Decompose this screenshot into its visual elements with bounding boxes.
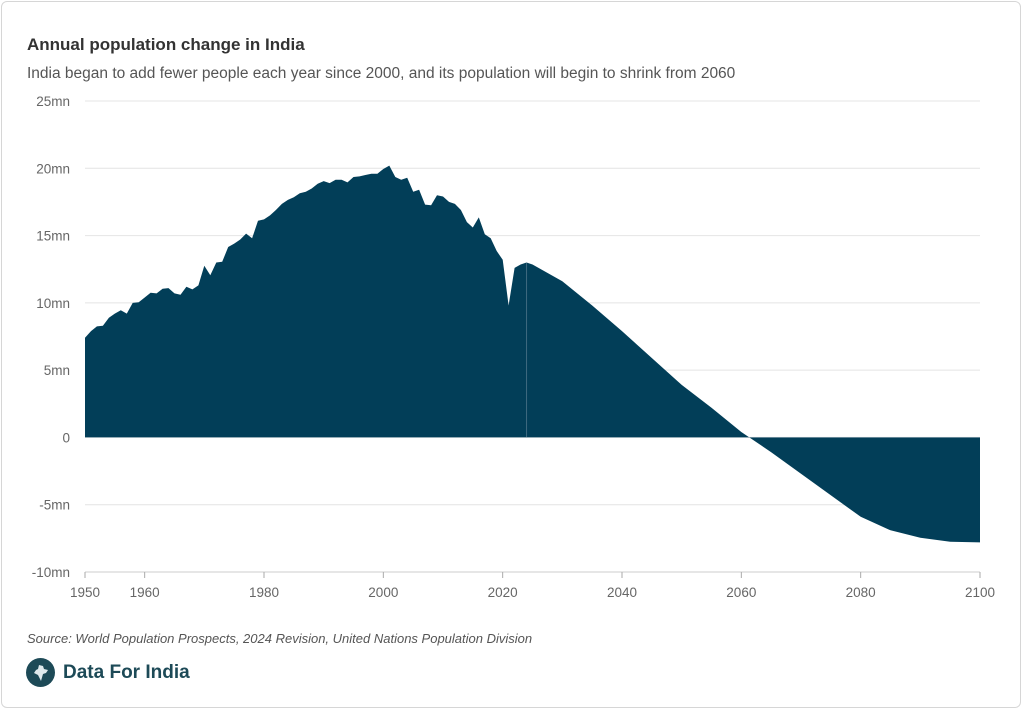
- x-tick-label: 2000: [368, 585, 398, 600]
- y-tick-label: 15mn: [36, 229, 70, 244]
- x-tick-label: 1960: [130, 585, 160, 600]
- x-tick-label: 2020: [488, 585, 518, 600]
- source-note: Source: World Population Prospects, 2024…: [27, 631, 533, 646]
- chart-title: Annual population change in India: [27, 35, 305, 54]
- brand[interactable]: Data For India: [26, 658, 190, 687]
- y-tick-label: 0: [62, 430, 70, 445]
- chart-subtitle: India began to add fewer people each yea…: [27, 65, 736, 82]
- x-tick-label: 2040: [607, 585, 637, 600]
- india-map-logo-icon: [26, 658, 55, 687]
- x-tick-label: 2060: [726, 585, 756, 600]
- y-tick-label: 10mn: [36, 296, 70, 311]
- y-tick-label: -5mn: [39, 498, 70, 513]
- y-tick-label: 5mn: [44, 363, 70, 378]
- y-tick-label: -10mn: [32, 565, 70, 580]
- area-series: [85, 165, 980, 543]
- brand-name: Data For India: [63, 661, 190, 683]
- y-tick-label: 25mn: [36, 94, 70, 109]
- x-tick-label: 2080: [846, 585, 876, 600]
- x-tick-label: 1950: [70, 585, 100, 600]
- y-tick-label: 20mn: [36, 161, 70, 176]
- x-tick-label: 1980: [249, 585, 279, 600]
- x-tick-label: 2100: [965, 585, 995, 600]
